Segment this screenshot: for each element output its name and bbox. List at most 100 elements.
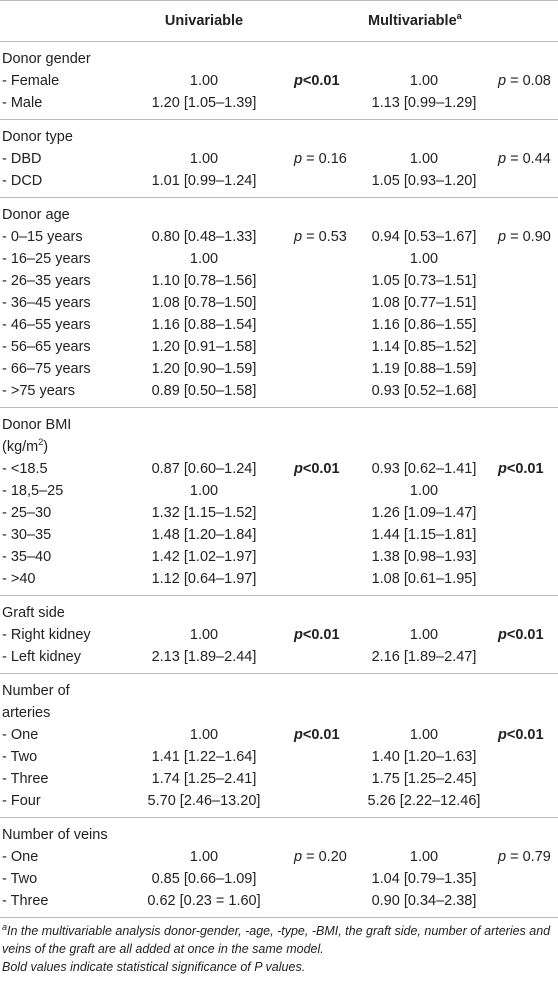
footnote-note: Bold values indicate statistical signifi… (2, 960, 306, 974)
p-value (494, 524, 558, 546)
estimate: 1.20 [0.91–1.58] (151, 339, 257, 355)
row-label: - 25–30 (2, 505, 52, 521)
group-title: Donor BMI (kg/m2) (0, 407, 118, 458)
p-value: p<0.01 (494, 724, 558, 746)
estimate: 1.41 [1.22–1.64] (151, 749, 257, 765)
data-row: - One 1.00 p = 0.20 1.00 p = 0.79 (0, 846, 558, 868)
p-value (290, 524, 354, 546)
row-label: - Two (2, 871, 38, 887)
empty-cell (494, 673, 558, 724)
empty-cell (290, 407, 354, 458)
estimate: 5.70 [2.46–13.20] (147, 793, 261, 809)
empty-cell (118, 119, 290, 148)
header-sup: a (456, 11, 462, 22)
header-univariable: Univariable (118, 0, 290, 42)
empty-cell (290, 41, 354, 70)
p-value (290, 270, 354, 292)
empty-cell (354, 673, 494, 724)
p-value: p<0.01 (290, 70, 354, 92)
p-value-text: p = 0.20 (294, 849, 347, 865)
p-value: p<0.01 (290, 458, 354, 480)
p-value (494, 314, 558, 336)
estimate: 1.14 [0.85–1.52] (371, 339, 477, 355)
empty-cell (290, 595, 354, 624)
title-text: Number of arteries (2, 683, 70, 721)
estimate: 1.00 (409, 251, 439, 267)
row-label: - 16–25 years (2, 251, 91, 267)
row-label: - 26–35 years (2, 273, 91, 289)
empty-cell (290, 673, 354, 724)
empty-cell (354, 119, 494, 148)
header-multivariable: Multivariable (368, 13, 457, 29)
p-value (290, 546, 354, 568)
header-cell (0, 0, 118, 42)
row-label: - 56–65 years (2, 339, 91, 355)
empty-cell (494, 41, 558, 70)
row-label: - 35–40 (2, 549, 52, 565)
estimate: 1.08 [0.61–1.95] (371, 571, 477, 587)
p-value: p = 0.90 (494, 226, 558, 248)
p-value (494, 568, 558, 596)
footnote: aIn the multivariable analysis donor-gen… (0, 917, 558, 976)
empty-cell (290, 197, 354, 226)
row-label: - Left kidney (2, 649, 81, 665)
row-label: - >40 (2, 571, 36, 587)
estimate: 1.01 [0.99–1.24] (151, 173, 257, 189)
estimate: 1.00 (189, 73, 219, 89)
data-row: - 30–35 1.48 [1.20–1.84] 1.44 [1.15–1.81] (0, 524, 558, 546)
p-value: p<0.01 (494, 458, 558, 480)
data-row: - Female 1.00 p<0.01 1.00 p = 0.08 (0, 70, 558, 92)
empty-cell (354, 197, 494, 226)
p-value (494, 380, 558, 408)
estimate: 1.44 [1.15–1.81] (371, 527, 477, 543)
data-row: - Right kidney 1.00 p<0.01 1.00 p<0.01 (0, 624, 558, 646)
group-title: Donor type (0, 119, 118, 148)
empty-cell (354, 407, 494, 458)
estimate: 1.04 [0.79–1.35] (371, 871, 477, 887)
estimate: 1.10 [0.78–1.56] (151, 273, 257, 289)
title-text: Number of veins (2, 827, 108, 843)
row-label: - >75 years (2, 383, 75, 399)
estimate: 1.26 [1.09–1.47] (371, 505, 477, 521)
p-value: p = 0.20 (290, 846, 354, 868)
estimate: 1.32 [1.15–1.52] (151, 505, 257, 521)
data-row: - 26–35 years 1.10 [0.78–1.56] 1.05 [0.73–… (0, 270, 558, 292)
row-label: - <18.5 (2, 461, 48, 477)
p-value (290, 480, 354, 502)
empty-cell (118, 41, 290, 70)
p-value: p<0.01 (290, 624, 354, 646)
estimate: 0.62 [0.23 = 1.60] (147, 893, 261, 909)
data-row: - DCD 1.01 [0.99–1.24] 1.05 [0.93–1.20] (0, 170, 558, 198)
p-value (494, 92, 558, 120)
p-value-text: p<0.01 (498, 461, 544, 477)
p-value: p<0.01 (290, 724, 354, 746)
estimate: 1.00 (409, 849, 439, 865)
p-value-text: p<0.01 (294, 461, 340, 477)
empty-cell (494, 595, 558, 624)
data-row: - Left kidney 2.13 [1.89–2.44] 2.16 [1.89–… (0, 646, 558, 674)
data-row: - 0–15 years 0.80 [0.48–1.33] p = 0.53 0.94… (0, 226, 558, 248)
estimate: 2.13 [1.89–2.44] (151, 649, 257, 665)
p-value (494, 746, 558, 768)
group-title: Number of arteries (0, 673, 118, 724)
row-label: - 0–15 years (2, 229, 83, 245)
p-value-text: p = 0.16 (294, 151, 347, 167)
footnote-sup: a (2, 921, 8, 932)
row-label: - 46–55 years (2, 317, 91, 333)
p-value: p = 0.08 (494, 70, 558, 92)
p-value-text: p = 0.08 (498, 73, 551, 89)
title-sup: 2 (38, 437, 44, 448)
p-value (494, 336, 558, 358)
p-value (494, 170, 558, 198)
data-row: - Three 1.74 [1.25–2.41] 1.75 [1.25–2.45] (0, 768, 558, 790)
p-value: p<0.01 (494, 624, 558, 646)
estimate: 0.90 [0.34–2.38] (371, 893, 477, 909)
estimate: 1.00 (189, 849, 219, 865)
p-value: p = 0.79 (494, 846, 558, 868)
title-text: Donor gender (2, 51, 91, 67)
data-row: - Three 0.62 [0.23 = 1.60] 0.90 [0.34–2.38… (0, 890, 558, 917)
p-value (494, 270, 558, 292)
estimate: 1.38 [0.98–1.93] (371, 549, 477, 565)
p-value-text: p = 0.79 (498, 849, 551, 865)
